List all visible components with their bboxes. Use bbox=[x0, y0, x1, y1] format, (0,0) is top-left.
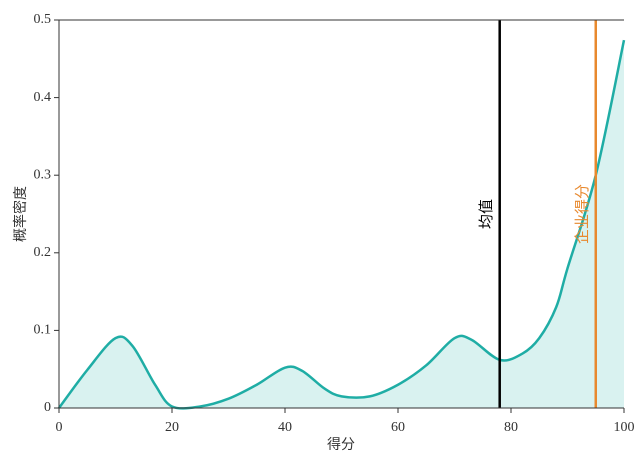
x-tick-label: 0 bbox=[56, 420, 63, 435]
y-axis-label: 概率密度 bbox=[12, 186, 29, 242]
density-area bbox=[59, 40, 624, 409]
y-tick-label: 0.1 bbox=[34, 323, 52, 338]
reference-label: 企业得分 bbox=[573, 184, 591, 244]
x-tick-label: 20 bbox=[165, 420, 179, 435]
y-tick-label: 0.4 bbox=[34, 90, 52, 105]
x-tick-label: 40 bbox=[278, 420, 292, 435]
density-line bbox=[57, 39, 626, 410]
y-tick-label: 0 bbox=[44, 400, 51, 415]
y-tick-label: 0.2 bbox=[34, 245, 52, 260]
y-tick-label: 0.5 bbox=[34, 12, 52, 27]
y-tick-label: 0.3 bbox=[34, 167, 52, 182]
reference-label: 均值 bbox=[478, 199, 495, 229]
x-tick-label: 60 bbox=[391, 420, 405, 435]
x-tick-label: 100 bbox=[614, 420, 635, 435]
x-axis-label: 得分 bbox=[327, 436, 355, 453]
x-tick-label: 80 bbox=[504, 420, 518, 435]
